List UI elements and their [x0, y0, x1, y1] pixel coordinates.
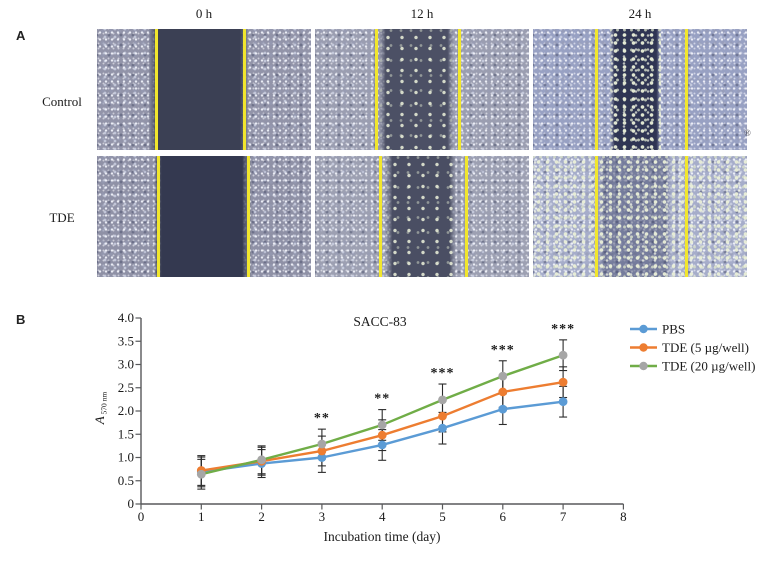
migrated-cells	[379, 29, 455, 150]
x-axis-label: Incubation time (day)	[324, 529, 441, 544]
legend-marker-PBS	[639, 324, 648, 334]
micrograph-control-12h	[315, 29, 529, 150]
legend-marker-TDE (20 µg/well)	[639, 361, 648, 371]
wound-edge-marker-line-1	[154, 29, 158, 150]
wound-edge-marker-line-2	[246, 156, 250, 277]
wound-edge-marker-line-1	[595, 29, 599, 150]
data-point-TDE (20 µg/well)	[377, 420, 387, 430]
data-point-PBS	[438, 423, 447, 433]
data-point-TDE (20 µg/well)	[317, 439, 327, 449]
data-point-TDE (5 µg/well)	[558, 377, 568, 387]
col-header-24h: 24 h	[628, 6, 652, 21]
migrated-cells	[385, 156, 457, 277]
y-axis-label: A 570 nm	[92, 392, 109, 426]
data-point-TDE (5 µg/well)	[317, 446, 327, 456]
data-point-TDE (20 µg/well)	[498, 371, 508, 381]
y-tick-label: 1.0	[118, 450, 134, 465]
x-tick-label: 2	[258, 509, 265, 524]
wound-edge-marker-line-2	[464, 156, 468, 277]
y-tick-label: 1.5	[118, 426, 134, 441]
micrograph-tde-0h	[97, 156, 311, 277]
proliferation-chart: 0 1 2 3 4 5 6 7 8 0 0.5 1.0 1.5 2.0 2.5 3.0 3.5 4.0 SACC-8…	[92, 310, 755, 544]
wound-edge-marker-line-1	[595, 156, 599, 277]
significance-marker: **	[314, 411, 330, 426]
micrograph-control-24h	[533, 29, 747, 150]
registered-mark: ®	[744, 128, 751, 138]
y-tick-label: 2.0	[118, 403, 134, 418]
data-point-TDE (20 µg/well)	[257, 455, 266, 465]
wound-edge-marker-line-1	[156, 156, 160, 277]
significance-marker: ***	[431, 366, 455, 381]
y-tick-label: 4.0	[118, 310, 134, 325]
wound-edge-marker-line-2	[458, 29, 462, 150]
x-tick-label: 3	[319, 509, 326, 524]
legend-label-TDE (20 µg/well): TDE (20 µg/well)	[662, 359, 755, 374]
y-tick-label: 3.5	[118, 333, 134, 348]
micrograph-control-0h	[97, 29, 311, 150]
x-tick-label: 1	[198, 509, 205, 524]
significance-marker: **	[374, 392, 390, 407]
migrated-cells	[533, 156, 747, 277]
data-point-TDE (20 µg/well)	[558, 350, 568, 360]
x-tick-label: 8	[620, 509, 627, 524]
row-label-control: Control	[42, 94, 82, 109]
migrated-cells	[610, 29, 662, 150]
data-point-TDE (20 µg/well)	[438, 395, 447, 405]
col-header-12h: 12 h	[410, 6, 434, 21]
data-point-TDE (5 µg/well)	[438, 411, 447, 421]
y-tick-label: 0	[128, 496, 135, 511]
micrograph-tde-24h	[533, 156, 747, 277]
x-tick-label: 5	[439, 509, 446, 524]
wound-edge-marker-line-1	[374, 29, 378, 150]
data-point-TDE (5 µg/well)	[377, 430, 387, 440]
wound-gap	[148, 29, 249, 150]
y-tick-label: 0.5	[118, 473, 134, 488]
wound-edge-marker-line-2	[242, 29, 246, 150]
legend-marker-TDE (5 µg/well)	[639, 343, 648, 352]
wound-gap	[152, 156, 252, 277]
data-point-PBS	[558, 397, 568, 407]
data-point-PBS	[498, 404, 508, 414]
legend-label-PBS: PBS	[662, 322, 685, 337]
wound-edge-marker-line-2	[684, 156, 688, 277]
data-point-TDE (20 µg/well)	[196, 469, 206, 479]
legend-label-TDE (5 µg/well): TDE (5 µg/well)	[662, 340, 749, 355]
chart-title: SACC-83	[353, 314, 407, 329]
wound-edge-marker-line-1	[379, 156, 383, 277]
panel-a-label: A	[16, 28, 26, 43]
x-tick-label: 4	[379, 509, 386, 524]
y-tick-label: 3.0	[118, 357, 134, 372]
y-tick-label: 2.5	[118, 380, 134, 395]
data-point-PBS	[377, 440, 387, 450]
data-point-TDE (5 µg/well)	[498, 387, 508, 397]
significance-marker: ***	[551, 322, 575, 337]
wound-edge-marker-line-2	[684, 29, 688, 150]
data-point-PBS	[317, 453, 327, 462]
significance-marker: ***	[491, 343, 515, 358]
row-label-tde: TDE	[49, 210, 75, 225]
col-header-0h: 0 h	[195, 6, 213, 21]
x-tick-label: 6	[500, 509, 507, 524]
x-tick-label: 0	[138, 509, 145, 524]
panel-b-label: B	[16, 312, 26, 327]
micrograph-tde-12h	[315, 156, 529, 277]
x-tick-label: 7	[560, 509, 567, 524]
